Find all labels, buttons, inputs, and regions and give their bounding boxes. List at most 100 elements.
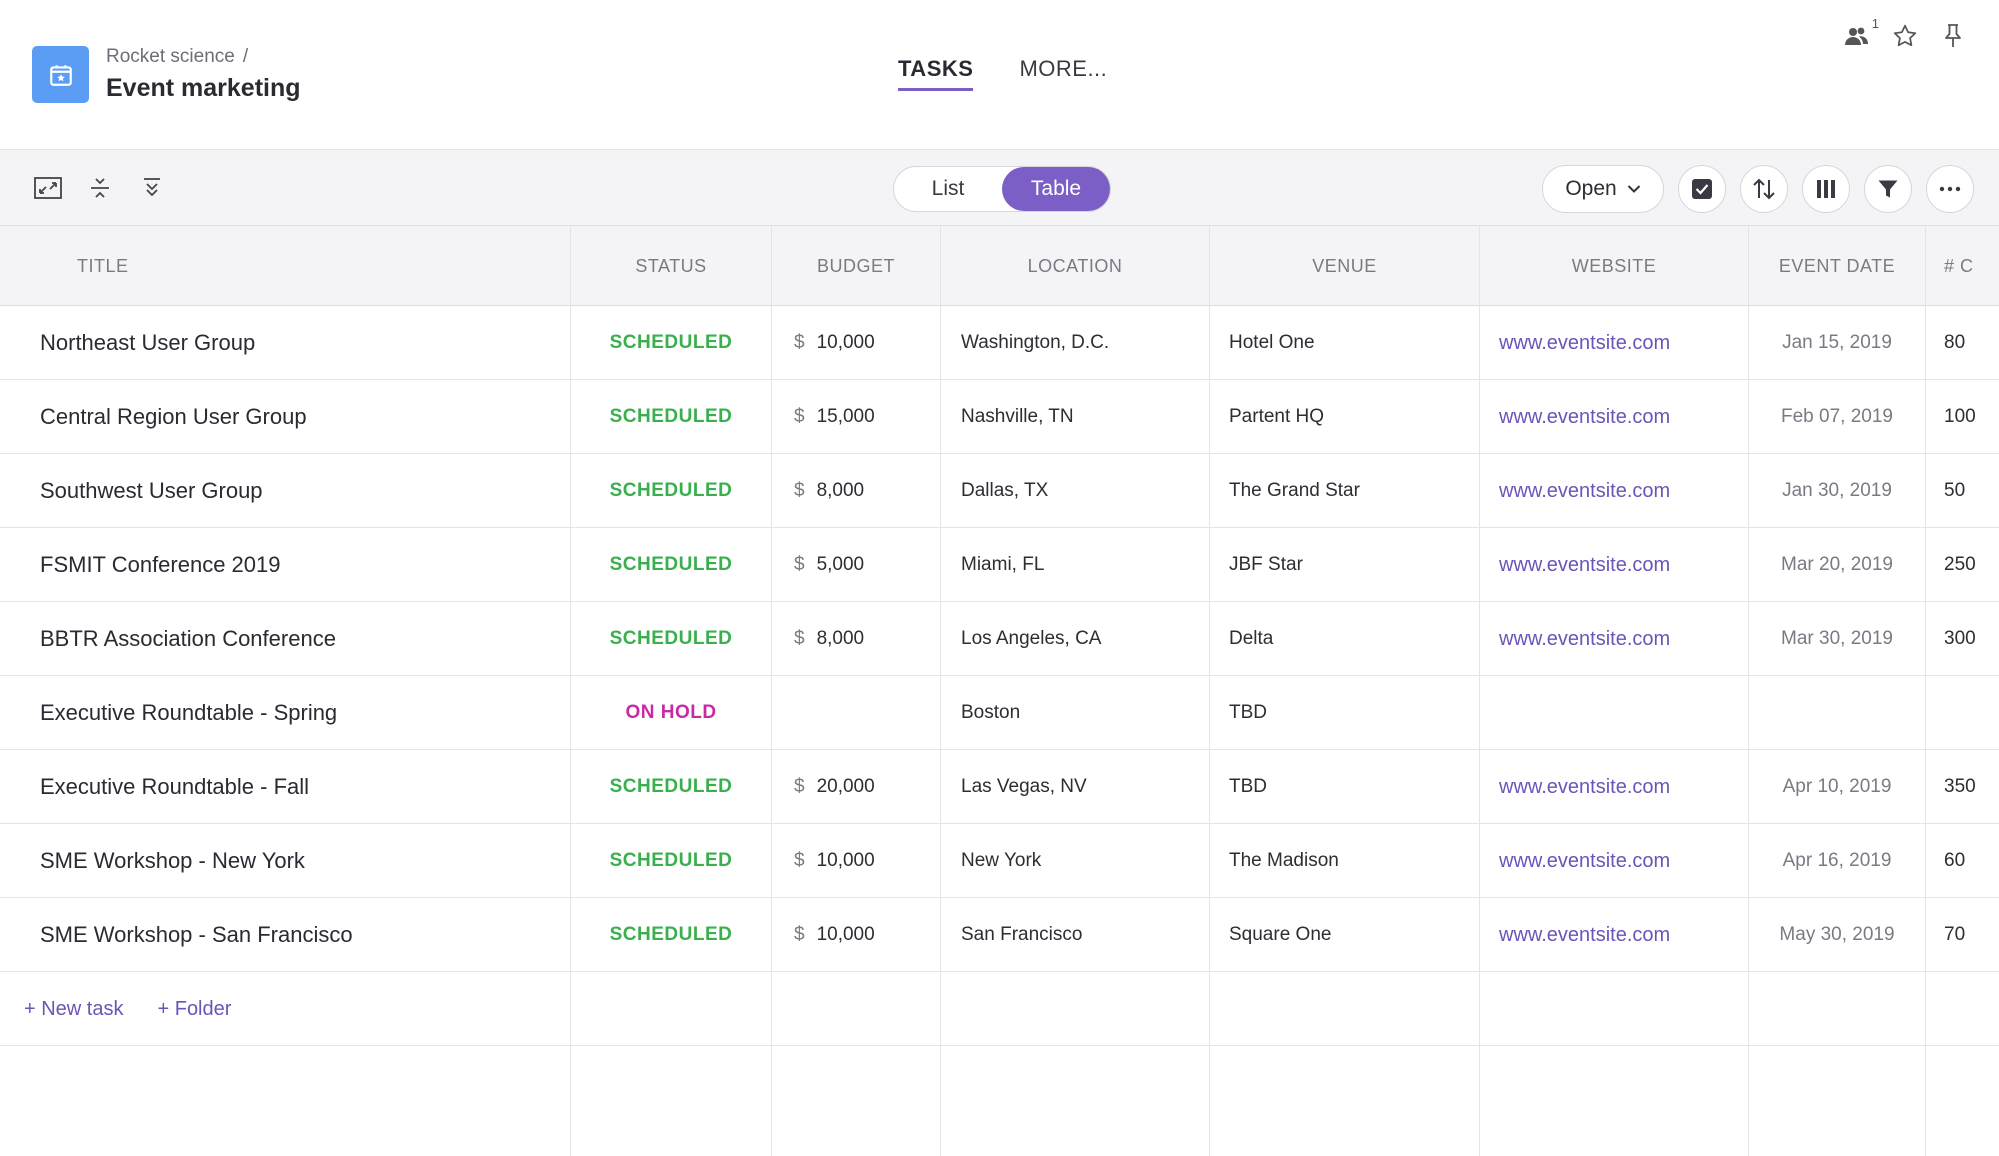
website-link[interactable]: www.eventsite.com — [1499, 331, 1671, 354]
new-task-button[interactable]: + New task — [24, 997, 124, 1020]
task-title[interactable]: Executive Roundtable - Spring — [0, 676, 571, 750]
count-cell[interactable]: 70 — [1944, 924, 1966, 945]
status-filter-dropdown[interactable]: Open — [1542, 165, 1664, 213]
venue-cell[interactable]: TBD — [1210, 676, 1480, 750]
breadcrumb-project[interactable]: Rocket science — [106, 46, 235, 67]
budget-cell[interactable]: $8,000 — [772, 454, 941, 528]
column-header-website[interactable]: WEBSITE — [1480, 226, 1749, 306]
tab-more[interactable]: MORE... — [1019, 56, 1108, 81]
budget-cell[interactable] — [772, 676, 941, 750]
new-folder-button[interactable]: + Folder — [157, 997, 232, 1020]
status-cell[interactable]: SCHEDULED — [571, 750, 772, 824]
tab-tasks[interactable]: TASKS — [898, 56, 974, 91]
column-header-status[interactable]: STATUS — [571, 226, 772, 306]
status-cell[interactable]: SCHEDULED — [571, 454, 772, 528]
location-cell[interactable]: Miami, FL — [941, 528, 1210, 602]
location-cell[interactable]: Nashville, TN — [941, 380, 1210, 454]
sort-icon[interactable] — [1740, 165, 1788, 213]
task-title[interactable]: BBTR Association Conference — [0, 602, 571, 676]
website-cell[interactable]: www.eventsite.com — [1480, 528, 1749, 602]
count-cell[interactable] — [1926, 676, 1999, 750]
status-cell[interactable]: ON HOLD — [571, 676, 772, 750]
task-title[interactable]: Northeast User Group — [0, 306, 571, 380]
filter-icon[interactable] — [1864, 165, 1912, 213]
more-icon[interactable] — [1926, 165, 1974, 213]
budget-cell[interactable]: $10,000 — [772, 306, 941, 380]
count-cell[interactable]: 80 — [1944, 332, 1966, 353]
table-row[interactable]: Central Region User Group SCHEDULED $15,00… — [0, 380, 1999, 454]
event-date-cell[interactable]: Apr 16, 2019 — [1749, 824, 1926, 898]
budget-cell[interactable]: $15,000 — [772, 380, 941, 454]
list-view-button[interactable]: List — [931, 177, 965, 200]
location-cell[interactable]: Washington, D.C. — [941, 306, 1210, 380]
location-cell[interactable]: Boston — [941, 676, 1210, 750]
count-cell[interactable]: 300 — [1944, 628, 1976, 649]
venue-cell[interactable]: JBF Star — [1210, 528, 1480, 602]
event-date-cell[interactable]: Feb 07, 2019 — [1749, 380, 1926, 454]
collapse-icon[interactable] — [86, 174, 114, 202]
event-date-cell[interactable]: Jan 15, 2019 — [1749, 306, 1926, 380]
table-view-button[interactable]: Table — [1002, 167, 1110, 211]
website-cell[interactable]: www.eventsite.com — [1480, 306, 1749, 380]
website-cell[interactable]: www.eventsite.com — [1480, 602, 1749, 676]
budget-cell[interactable]: $20,000 — [772, 750, 941, 824]
website-link[interactable]: www.eventsite.com — [1499, 479, 1671, 502]
budget-cell[interactable]: $5,000 — [772, 528, 941, 602]
event-date-cell[interactable]: Jan 30, 2019 — [1749, 454, 1926, 528]
column-header-event-date[interactable]: EVENT DATE — [1749, 226, 1926, 306]
breadcrumb[interactable]: Rocket science / — [106, 46, 248, 68]
table-row[interactable]: SME Workshop - San Francisco SCHEDULED $10… — [0, 898, 1999, 972]
task-title[interactable]: FSMIT Conference 2019 — [0, 528, 571, 602]
status-cell[interactable]: SCHEDULED — [571, 898, 772, 972]
budget-cell[interactable]: $8,000 — [772, 602, 941, 676]
pin-icon[interactable] — [1939, 22, 1967, 50]
table-row[interactable]: Executive Roundtable - Fall SCHEDULED $20,… — [0, 750, 1999, 824]
location-cell[interactable]: Dallas, TX — [941, 454, 1210, 528]
table-row[interactable]: Southwest User Group SCHEDULED $8,000 Dalla… — [0, 454, 1999, 528]
venue-cell[interactable]: TBD — [1210, 750, 1480, 824]
event-date-cell[interactable] — [1749, 676, 1926, 750]
venue-cell[interactable]: The Grand Star — [1210, 454, 1480, 528]
event-date-cell[interactable]: May 30, 2019 — [1749, 898, 1926, 972]
website-link[interactable]: www.eventsite.com — [1499, 553, 1671, 576]
venue-cell[interactable]: The Madison — [1210, 824, 1480, 898]
website-link[interactable]: www.eventsite.com — [1499, 627, 1671, 650]
table-row[interactable]: SME Workshop - New York SCHEDULED $10,000 N… — [0, 824, 1999, 898]
event-date-cell[interactable]: Apr 10, 2019 — [1749, 750, 1926, 824]
location-cell[interactable]: New York — [941, 824, 1210, 898]
table-row[interactable]: Northeast User Group SCHEDULED $10,000 Wash… — [0, 306, 1999, 380]
status-cell[interactable]: SCHEDULED — [571, 306, 772, 380]
budget-cell[interactable]: $10,000 — [772, 824, 941, 898]
website-cell[interactable]: www.eventsite.com — [1480, 380, 1749, 454]
task-title[interactable]: SME Workshop - San Francisco — [0, 898, 571, 972]
column-header-title[interactable]: TITLE — [0, 226, 571, 306]
column-header-count[interactable]: # C — [1944, 255, 1974, 276]
location-cell[interactable]: Los Angeles, CA — [941, 602, 1210, 676]
users-icon[interactable]: 1 — [1843, 16, 1879, 50]
website-cell[interactable]: www.eventsite.com — [1480, 750, 1749, 824]
venue-cell[interactable]: Delta — [1210, 602, 1480, 676]
table-row[interactable]: Executive Roundtable - Spring ON HOLD Bost… — [0, 676, 1999, 750]
budget-cell[interactable]: $10,000 — [772, 898, 941, 972]
count-cell[interactable]: 350 — [1944, 776, 1976, 797]
location-cell[interactable]: San Francisco — [941, 898, 1210, 972]
website-cell[interactable] — [1480, 676, 1749, 750]
table-row[interactable]: BBTR Association Conference SCHEDULED $8,0… — [0, 602, 1999, 676]
column-header-budget[interactable]: BUDGET — [772, 226, 941, 306]
checkbox-icon[interactable] — [1678, 165, 1726, 213]
table-row[interactable]: FSMIT Conference 2019 SCHEDULED $5,000 Miam… — [0, 528, 1999, 602]
task-title[interactable]: Southwest User Group — [0, 454, 571, 528]
venue-cell[interactable]: Partent HQ — [1210, 380, 1480, 454]
status-cell[interactable]: SCHEDULED — [571, 602, 772, 676]
website-cell[interactable]: www.eventsite.com — [1480, 898, 1749, 972]
website-cell[interactable]: www.eventsite.com — [1480, 824, 1749, 898]
task-title[interactable]: Central Region User Group — [0, 380, 571, 454]
event-date-cell[interactable]: Mar 20, 2019 — [1749, 528, 1926, 602]
count-cell[interactable]: 60 — [1944, 850, 1966, 871]
status-cell[interactable]: SCHEDULED — [571, 380, 772, 454]
count-cell[interactable]: 100 — [1944, 406, 1976, 427]
status-cell[interactable]: SCHEDULED — [571, 528, 772, 602]
column-header-venue[interactable]: VENUE — [1210, 226, 1480, 306]
task-title[interactable]: SME Workshop - New York — [0, 824, 571, 898]
calendar-star-icon[interactable] — [32, 46, 89, 103]
